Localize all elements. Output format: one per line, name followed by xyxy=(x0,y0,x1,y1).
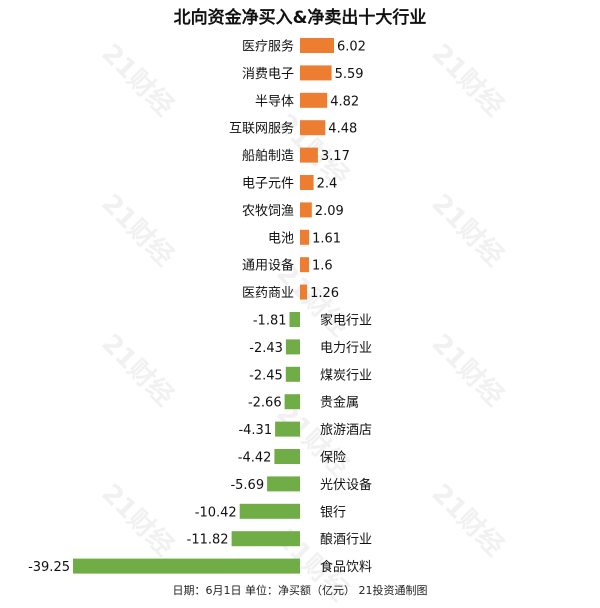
bar xyxy=(300,284,308,300)
category-label: 旅游酒店 xyxy=(320,423,372,438)
data-label: 4.82 xyxy=(330,94,359,109)
category-label: 医疗服务 xyxy=(242,39,294,55)
data-label: 1.26 xyxy=(310,286,339,301)
category-label: 煤炭行业 xyxy=(320,368,372,383)
category-label: 通用设备 xyxy=(242,258,294,274)
bar xyxy=(300,92,328,108)
bar xyxy=(300,120,326,136)
data-label: 2.09 xyxy=(315,204,344,219)
data-label: 5.59 xyxy=(335,67,364,82)
bar xyxy=(284,394,300,410)
bar xyxy=(300,202,312,218)
category-label: 保险 xyxy=(320,451,346,466)
data-label: 1.61 xyxy=(312,231,341,246)
data-label: -39.25 xyxy=(28,560,70,575)
data-label: 3.17 xyxy=(321,149,350,164)
category-label: 贵金属 xyxy=(320,395,359,411)
bar xyxy=(275,421,300,437)
data-label: -10.42 xyxy=(195,505,237,520)
bar xyxy=(300,175,314,190)
category-label: 农牧饲渔 xyxy=(242,204,294,219)
category-label: 互联网服务 xyxy=(229,121,294,137)
data-label: -2.43 xyxy=(249,341,283,356)
bar xyxy=(73,558,300,574)
bar xyxy=(300,147,318,163)
chart-footer: 日期：6月1日 单位：净买额（亿元） 21投资通制图 xyxy=(172,584,428,597)
category-label: 船舶制造 xyxy=(242,148,294,164)
bar xyxy=(274,449,300,464)
bar xyxy=(285,339,300,355)
bar xyxy=(300,38,334,53)
category-label: 电池 xyxy=(268,231,294,246)
category-label: 食品饮料 xyxy=(320,559,372,575)
chart-title: 北向资金净买入&净卖出十大行业 xyxy=(173,8,427,28)
bar xyxy=(239,503,300,519)
bar xyxy=(267,476,300,492)
category-label: 医药商业 xyxy=(242,286,294,301)
category-label: 银行 xyxy=(320,505,346,520)
category-label: 消费电子 xyxy=(242,67,294,82)
data-label: -11.82 xyxy=(187,533,229,548)
category-label: 电力行业 xyxy=(320,341,372,356)
data-label: 4.48 xyxy=(328,122,357,137)
data-label: -4.31 xyxy=(238,423,272,438)
data-label: -1.81 xyxy=(253,314,287,329)
data-label: 6.02 xyxy=(337,40,366,55)
bar xyxy=(300,257,309,273)
bar xyxy=(231,531,300,547)
data-label: -4.42 xyxy=(238,451,272,466)
data-label: -2.45 xyxy=(249,368,283,383)
data-label: -5.69 xyxy=(230,478,264,493)
category-label: 电子元件 xyxy=(242,177,294,192)
category-label: 光伏设备 xyxy=(320,477,372,493)
bar xyxy=(300,229,310,245)
bar xyxy=(285,366,300,382)
data-label: -2.66 xyxy=(248,396,282,411)
category-label: 家电行业 xyxy=(320,313,372,329)
data-label: 1.6 xyxy=(312,259,333,274)
bar xyxy=(289,312,300,327)
data-label: 2.4 xyxy=(317,177,338,192)
bar xyxy=(300,65,332,81)
category-label: 酿酒行业 xyxy=(320,532,372,548)
category-label: 半导体 xyxy=(255,94,294,109)
